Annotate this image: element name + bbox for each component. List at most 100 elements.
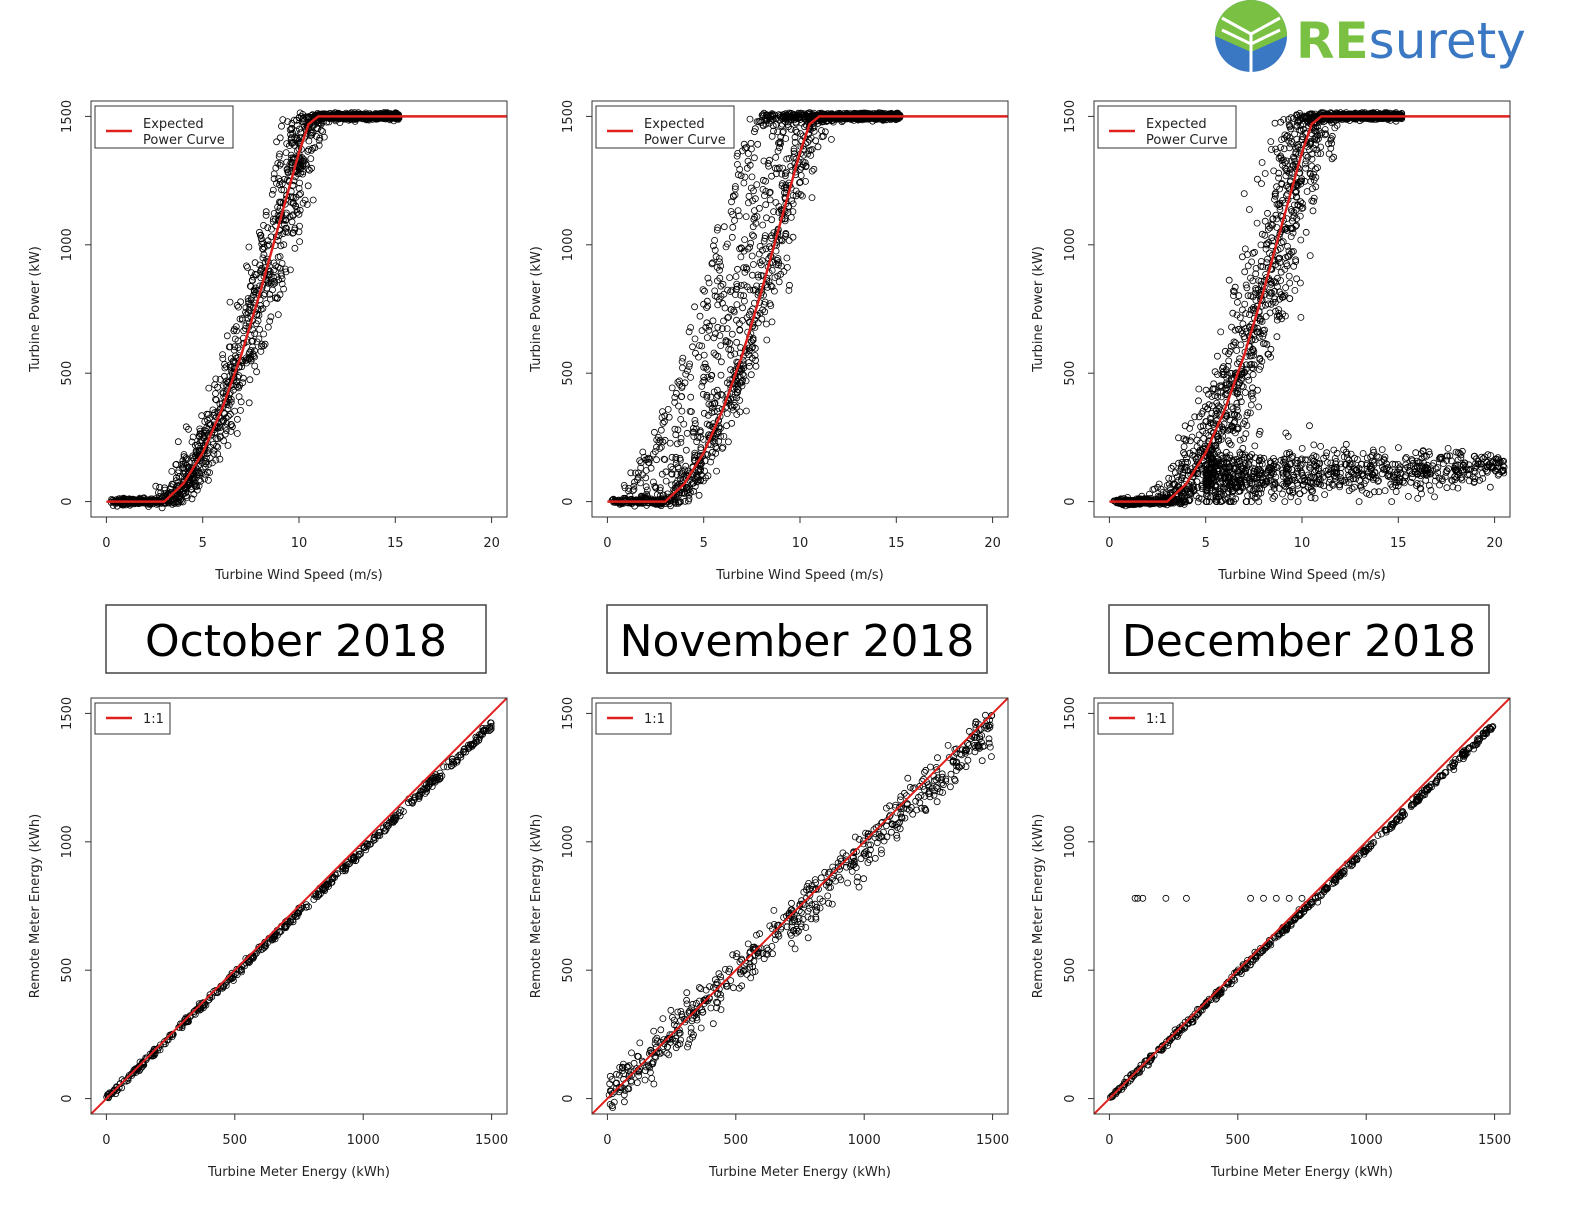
data-point xyxy=(259,254,267,262)
data-point xyxy=(1281,164,1289,172)
data-point xyxy=(183,455,191,463)
data-point xyxy=(176,493,184,501)
data-point xyxy=(287,131,295,139)
data-point xyxy=(690,424,697,432)
data-point xyxy=(1325,140,1332,148)
data-point xyxy=(1199,407,1207,415)
data-point xyxy=(1195,397,1202,405)
data-point xyxy=(1229,309,1237,317)
y-tick-label: 1000 xyxy=(561,228,576,261)
data-point xyxy=(212,375,220,383)
data-point xyxy=(782,172,789,180)
data-point xyxy=(1246,311,1253,318)
data-point xyxy=(727,306,735,313)
data-point xyxy=(653,456,660,464)
data-point xyxy=(734,381,742,389)
data-point xyxy=(1122,496,1130,504)
data-point xyxy=(703,420,711,428)
data-point xyxy=(748,231,756,239)
data-point xyxy=(742,377,750,385)
data-point xyxy=(223,332,231,340)
data-point xyxy=(730,401,738,409)
data-point xyxy=(753,181,761,189)
data-point xyxy=(731,350,739,358)
data-point xyxy=(209,440,217,448)
data-point xyxy=(728,419,736,427)
data-point xyxy=(1317,150,1325,158)
data-point xyxy=(804,150,811,158)
data-point xyxy=(288,218,296,226)
data-point xyxy=(256,325,264,333)
data-point xyxy=(778,182,786,190)
data-point xyxy=(296,179,304,187)
data-point xyxy=(1247,274,1254,282)
data-point xyxy=(740,281,748,289)
y-tick-label: 500 xyxy=(561,361,576,386)
data-point xyxy=(756,242,764,250)
data-point xyxy=(723,325,731,333)
data-point xyxy=(1299,200,1306,207)
data-point xyxy=(222,363,230,371)
data-point xyxy=(810,123,818,131)
data-point xyxy=(738,244,745,252)
data-point xyxy=(652,484,660,492)
data-point xyxy=(705,400,713,408)
data-point xyxy=(248,294,255,302)
data-point xyxy=(769,115,777,123)
data-point xyxy=(812,137,820,145)
data-point xyxy=(1273,148,1281,156)
data-point xyxy=(737,291,745,299)
resurety-logo: REsurety xyxy=(1215,0,1526,72)
data-point xyxy=(1257,330,1264,337)
data-point xyxy=(734,386,741,393)
data-point xyxy=(174,469,182,477)
data-point xyxy=(181,460,189,468)
data-point xyxy=(220,372,228,380)
data-point xyxy=(1214,352,1221,360)
data-point xyxy=(718,325,726,333)
data-point xyxy=(174,438,182,446)
data-point xyxy=(736,373,744,381)
data-point xyxy=(1167,464,1175,472)
data-point xyxy=(698,327,706,335)
data-point xyxy=(1226,440,1233,447)
data-point xyxy=(695,491,703,499)
data-point xyxy=(696,427,704,435)
data-point xyxy=(768,132,776,140)
data-point xyxy=(746,161,754,169)
data-point xyxy=(1178,463,1185,471)
data-point xyxy=(720,223,728,231)
data-point xyxy=(1221,347,1229,355)
data-point xyxy=(269,280,277,288)
data-point xyxy=(689,343,696,351)
data-point xyxy=(178,460,186,468)
data-point xyxy=(779,180,786,187)
data-point xyxy=(732,291,739,299)
data-point xyxy=(768,318,776,326)
data-point xyxy=(204,416,211,424)
data-point xyxy=(1297,279,1304,287)
data-point xyxy=(299,160,307,168)
data-point xyxy=(1205,432,1212,439)
y-tick-label: 500 xyxy=(60,361,75,386)
data-point xyxy=(1286,279,1294,287)
data-point xyxy=(278,259,286,267)
data-point xyxy=(229,386,237,394)
data-point xyxy=(1191,413,1199,421)
data-point xyxy=(672,459,680,467)
data-point xyxy=(684,367,691,375)
data-point xyxy=(1292,258,1300,266)
data-point xyxy=(741,297,748,305)
data-point xyxy=(244,264,251,271)
data-point xyxy=(1261,170,1269,177)
data-point xyxy=(764,159,772,167)
data-point xyxy=(1175,434,1182,442)
data-point xyxy=(264,323,272,331)
data-point xyxy=(711,292,719,300)
x-axis-label: Turbine Wind Speed (m/s) xyxy=(214,568,382,583)
data-point xyxy=(247,269,255,277)
data-point xyxy=(737,172,745,180)
data-point xyxy=(769,122,777,130)
data-point xyxy=(1243,411,1251,419)
data-point xyxy=(182,465,190,473)
